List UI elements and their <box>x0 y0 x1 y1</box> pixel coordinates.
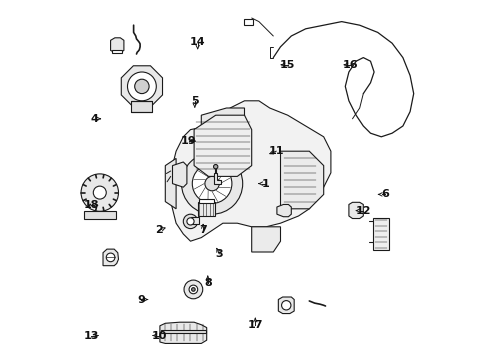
Text: 11: 11 <box>268 146 284 156</box>
Text: 14: 14 <box>189 37 205 48</box>
Bar <box>197 202 215 216</box>
Bar <box>244 19 253 25</box>
Circle shape <box>127 72 156 101</box>
Text: 15: 15 <box>280 60 295 70</box>
Bar <box>83 211 116 219</box>
Text: 1: 1 <box>261 179 269 189</box>
Bar <box>160 330 205 333</box>
Polygon shape <box>251 227 280 252</box>
Polygon shape <box>110 38 123 53</box>
Circle shape <box>213 165 218 169</box>
Bar <box>373 218 387 250</box>
Circle shape <box>191 288 195 291</box>
Text: 5: 5 <box>191 96 198 106</box>
Polygon shape <box>165 158 176 209</box>
Polygon shape <box>121 66 162 107</box>
Circle shape <box>183 280 203 299</box>
Text: 3: 3 <box>215 249 223 259</box>
Circle shape <box>183 214 197 229</box>
Text: 7: 7 <box>199 225 206 235</box>
Circle shape <box>106 253 115 262</box>
Bar <box>131 101 152 112</box>
Polygon shape <box>160 322 206 343</box>
Polygon shape <box>278 297 294 314</box>
Circle shape <box>281 301 290 310</box>
Text: 10: 10 <box>152 330 167 341</box>
Text: 9: 9 <box>137 294 145 305</box>
Polygon shape <box>172 162 186 187</box>
Bar <box>191 217 199 224</box>
Circle shape <box>93 186 106 199</box>
Text: 12: 12 <box>355 206 370 216</box>
Circle shape <box>204 176 219 191</box>
Circle shape <box>192 164 231 203</box>
Polygon shape <box>194 115 251 176</box>
Polygon shape <box>348 202 363 219</box>
Text: 2: 2 <box>155 225 163 235</box>
Text: 8: 8 <box>203 278 211 288</box>
Text: 16: 16 <box>342 60 358 70</box>
Circle shape <box>81 174 118 211</box>
Polygon shape <box>201 108 244 137</box>
Polygon shape <box>103 249 118 266</box>
Text: 19: 19 <box>181 136 196 146</box>
Text: 13: 13 <box>83 330 99 341</box>
Polygon shape <box>280 151 323 209</box>
Circle shape <box>181 153 242 214</box>
Circle shape <box>134 79 149 94</box>
Polygon shape <box>213 173 221 184</box>
Bar <box>199 199 213 203</box>
Text: 17: 17 <box>247 320 263 330</box>
Text: 6: 6 <box>380 189 388 199</box>
Text: 18: 18 <box>83 200 99 210</box>
Circle shape <box>189 285 197 294</box>
Bar <box>112 50 122 53</box>
Text: 4: 4 <box>90 114 98 124</box>
Circle shape <box>186 218 194 225</box>
Polygon shape <box>168 101 330 241</box>
Polygon shape <box>276 204 291 217</box>
